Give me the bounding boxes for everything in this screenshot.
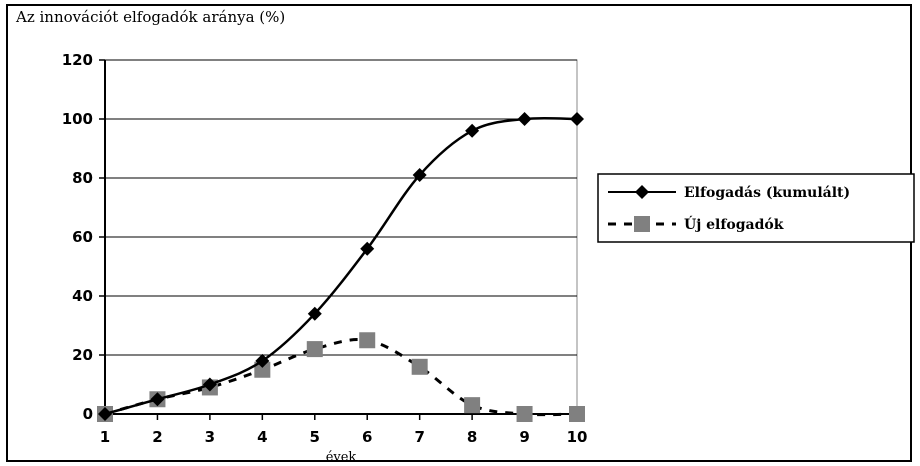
cumulative-point-4 xyxy=(255,353,270,368)
legend-marker-1 xyxy=(634,216,650,232)
legend-label: Új elfogadók xyxy=(684,215,784,233)
x-tick-label: 1 xyxy=(100,428,110,446)
y-tick-label: 80 xyxy=(72,169,93,187)
y-tick-label: 120 xyxy=(62,51,93,69)
series-line-cumulative xyxy=(104,116,578,416)
x-tick-label: 10 xyxy=(567,428,588,446)
legend-label: Elfogadás (kumulált) xyxy=(684,185,850,201)
x-axis-label: évek xyxy=(326,450,357,465)
new-adopters-point-9 xyxy=(516,406,533,422)
x-tick-label: 2 xyxy=(152,428,162,446)
new-adopters-point-8 xyxy=(464,397,481,414)
cumulative-point-2 xyxy=(150,392,165,407)
x-tick-label: 6 xyxy=(362,428,372,446)
x-tick-label: 8 xyxy=(467,428,477,446)
new-adopters-point-6 xyxy=(359,332,376,349)
x-tick-label: 4 xyxy=(257,428,267,446)
legend-marker-0 xyxy=(635,185,649,199)
new-adopters-point-4 xyxy=(254,361,271,378)
y-tick-label: 20 xyxy=(72,346,93,364)
cumulative-point-5 xyxy=(307,306,322,321)
new-adopters-point-5 xyxy=(306,341,323,358)
y-tick-label: 40 xyxy=(72,287,93,305)
cumulative-point-1 xyxy=(98,407,112,421)
cumulative-point-7 xyxy=(412,168,427,183)
cumulative-point-10 xyxy=(570,112,584,126)
x-tick-label: 3 xyxy=(205,428,215,446)
new-adopters-point-7 xyxy=(411,358,428,375)
x-tick-label: 9 xyxy=(519,428,529,446)
cumulative-point-9 xyxy=(517,112,532,126)
y-tick-label: 100 xyxy=(62,110,93,128)
x-tick-label: 5 xyxy=(310,428,320,446)
cumulative-point-8 xyxy=(465,123,480,138)
x-tick-label: 7 xyxy=(414,428,424,446)
legend-box xyxy=(597,173,915,243)
series-line-new-adopters xyxy=(104,338,578,417)
cumulative-point-3 xyxy=(202,377,217,392)
new-adopters-point-10 xyxy=(569,406,585,422)
y-tick-label: 60 xyxy=(72,228,93,246)
chart-title: Az innovációt elfogadók aránya (%) xyxy=(16,8,286,26)
cumulative-point-6 xyxy=(360,241,375,256)
y-tick-label: 0 xyxy=(83,405,93,423)
